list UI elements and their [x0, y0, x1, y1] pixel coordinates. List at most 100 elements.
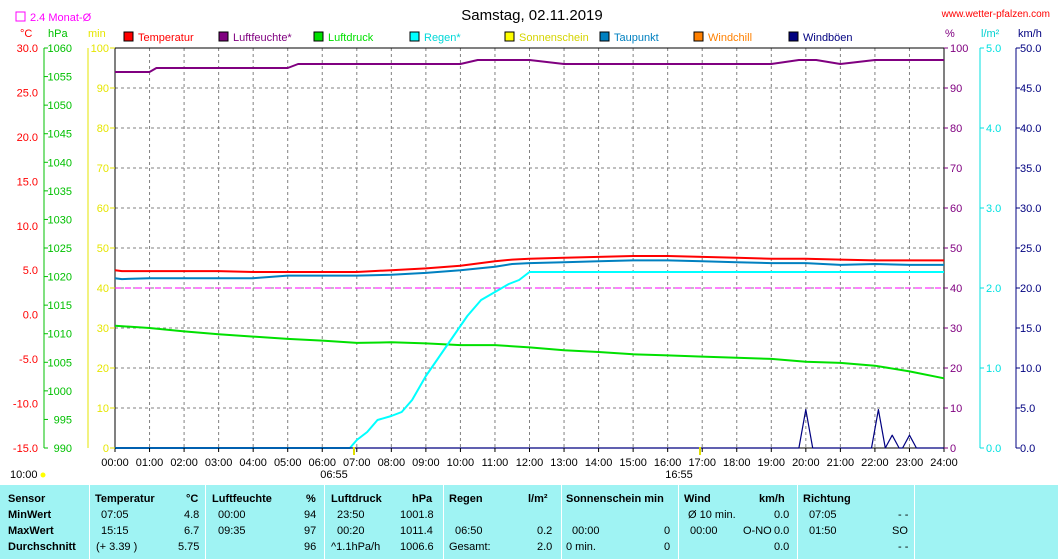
- stats-header-temp: Temperatur: [95, 493, 155, 505]
- hpa-axis-tick-label: 1000: [48, 386, 72, 398]
- wind-axis-tick-label: 35.0: [1020, 163, 1041, 175]
- hpa-axis-tick-label: 1045: [48, 129, 72, 141]
- x-tick-label: 13:00: [550, 457, 578, 469]
- x-tick-label: 00:00: [101, 457, 129, 469]
- min-axis-tick-label: 60: [97, 203, 109, 215]
- legend-swatch: [218, 31, 229, 42]
- pct-axis-tick-label: 0: [950, 443, 956, 455]
- stats-header-wind: Wind: [684, 493, 711, 505]
- stats-separator: [797, 485, 798, 559]
- stats-sun-value: 0: [664, 541, 671, 553]
- stats-header-sun: Sonnenschein min: [566, 493, 664, 505]
- hpa-axis-tick-label: 1005: [48, 357, 72, 369]
- pct-axis-tick-label: 70: [950, 163, 962, 175]
- min-axis-tick-label: 70: [97, 163, 109, 175]
- legend-swatch: [693, 31, 704, 42]
- x-tick-label: 20:00: [792, 457, 820, 469]
- stats-separator: [89, 485, 90, 559]
- min-axis-tick-label: 30: [97, 323, 109, 335]
- x-tick-label: 22:00: [861, 457, 889, 469]
- stats-temp-time: 15:15: [101, 525, 129, 537]
- stats-separator: [205, 485, 206, 559]
- hpa-axis-tick-label: 990: [54, 443, 72, 455]
- x-tick-label: 05:00: [274, 457, 302, 469]
- stats-wind-time: Ø 10 min.: [688, 509, 736, 521]
- legend-swatch: [123, 31, 134, 42]
- stats-rain-total-label: Gesamt:: [449, 541, 491, 553]
- stats-temp-time: (+ 3.39 ): [96, 541, 138, 553]
- x-tick-label: 03:00: [205, 457, 233, 469]
- hpa-axis-tick-label: 1050: [48, 100, 72, 112]
- x-tick-label: 09:00: [412, 457, 440, 469]
- stats-hum-time: 09:35: [218, 525, 246, 537]
- temp-axis-tick-label: -15.0: [13, 443, 38, 455]
- temp-axis-tick-label: 10.0: [17, 221, 38, 233]
- stats-rain-time: 06:50: [455, 525, 483, 537]
- stats-wind-direction: O-NO: [743, 525, 772, 537]
- wind-axis-tick-label: 15.0: [1020, 323, 1041, 335]
- legend-label: Luftdruck: [328, 32, 374, 44]
- min-axis-tick-label: 20: [97, 363, 109, 375]
- legend-label: Temperatur: [138, 32, 194, 44]
- hpa-axis-tick-label: 1015: [48, 300, 72, 312]
- stats-separator: [678, 485, 679, 559]
- chart-series: [114, 59, 945, 449]
- rain-axis-tick-label: 1.0: [986, 363, 1001, 375]
- stats-sun-time: 00:00: [572, 525, 600, 537]
- sunset-label: 16:55: [665, 469, 693, 481]
- wind-axis-tick-label: 10.0: [1020, 363, 1041, 375]
- stats-wind-value: 0.0: [774, 509, 790, 521]
- pct-axis-tick-label: 30: [950, 323, 962, 335]
- x-tick-label: 06:00: [308, 457, 336, 469]
- stats-header-dir: Richtung: [803, 493, 851, 505]
- stats-rain-value: 0.2: [537, 525, 553, 537]
- series-line-temperatur: [114, 255, 944, 273]
- temp-axis-tick-label: 25.0: [17, 87, 38, 99]
- x-tick-label: 11:00: [482, 457, 509, 469]
- chart-title: Samstag, 02.11.2019: [461, 7, 603, 24]
- stats-dir-time: 01:50: [809, 525, 837, 537]
- min-axis-tick-label: 80: [97, 123, 109, 135]
- x-tick-label: 01:00: [136, 457, 164, 469]
- series-line-regen: [115, 271, 944, 449]
- legend-label: Windchill: [708, 32, 752, 44]
- stats-header-wind-unit: km/h: [759, 493, 785, 505]
- wind-axis-tick-label: 20.0: [1020, 283, 1041, 295]
- stats-press-value: 1011.4: [400, 525, 433, 537]
- legend-swatch: [599, 31, 610, 42]
- wind-axis-tick-label: 50.0: [1020, 43, 1041, 55]
- min-axis-tick-label: 100: [91, 43, 109, 55]
- stats-header-rain-unit: l/m²: [528, 493, 548, 505]
- x-tick-label: 17:00: [688, 457, 716, 469]
- stats-header-hum: Luftfeuchte: [212, 493, 272, 505]
- stats-temp-time: 07:05: [101, 509, 129, 521]
- stats-temp-value: 6.7: [184, 525, 200, 537]
- x-tick-label: 04:00: [239, 457, 267, 469]
- hpa-axis-tick-label: 1060: [48, 43, 72, 55]
- stats-row-label: MaxWert: [8, 525, 54, 537]
- chart-axes: 00:00 01:00 02:00 03:00 04:00 05:00 06:00 07:00…: [13, 43, 1042, 469]
- x-tick-label: 14:00: [585, 457, 613, 469]
- hpa-axis-tick-label: 1055: [48, 72, 72, 84]
- x-tick-label: 18:00: [723, 457, 751, 469]
- rain-axis-tick-label: 0.0: [986, 443, 1001, 455]
- min-axis-tick-label: 40: [97, 283, 109, 295]
- weather-chart: 00:00 01:00 02:00 03:00 04:00 05:00 06:00 07:00…: [10, 7, 1050, 481]
- stats-hum-time: 00:00: [218, 509, 246, 521]
- stats-separator: [561, 485, 562, 559]
- rain-axis-tick-label: 3.0: [986, 203, 1001, 215]
- pct-axis-tick-label: 100: [950, 43, 968, 55]
- stats-hum-value: 96: [304, 541, 317, 553]
- stats-rain-value: 2.0: [537, 541, 553, 553]
- chart-legend: Temperatur Luftfeuchte* Luftdruck Regen* Son…: [123, 31, 853, 44]
- min-axis-tick-label: 10: [97, 403, 109, 415]
- hpa-axis-tick-label: 995: [54, 414, 72, 426]
- site-url[interactable]: www.wetter-pfalzen.com: [941, 9, 1050, 20]
- stats-header-hum-unit: %: [306, 493, 316, 505]
- stats-header-press-unit: hPa: [412, 493, 433, 505]
- legend-label: Taupunkt: [614, 32, 659, 44]
- wind-axis-tick-label: 45.0: [1020, 83, 1041, 95]
- unit-rain: l/m²: [981, 28, 1000, 40]
- min-axis-tick-label: 0: [103, 443, 109, 455]
- stats-header-temp-unit: °C: [186, 493, 199, 505]
